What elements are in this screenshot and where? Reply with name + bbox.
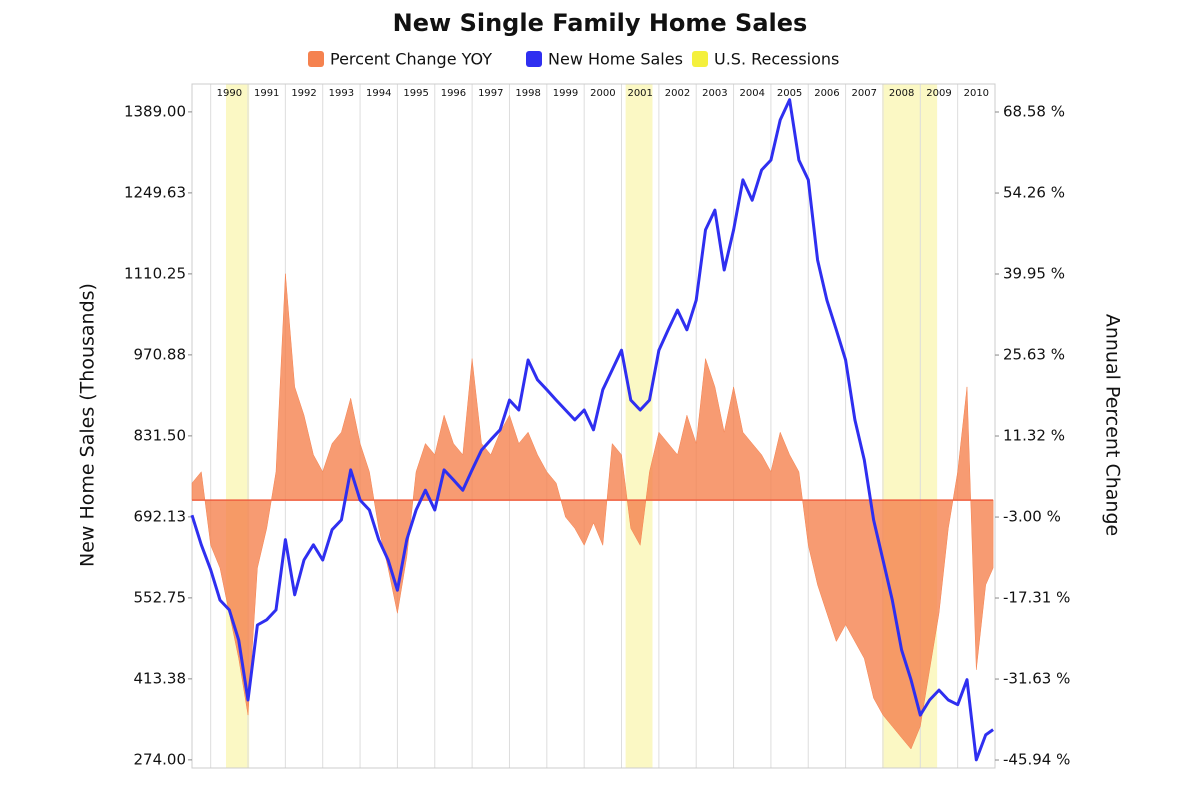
y-tick-label: 1249.63	[124, 183, 186, 201]
x-tick-label: 1996	[441, 88, 466, 99]
y2-tick-label: -45.94 %	[1003, 751, 1070, 769]
y2-tick-label: 25.63 %	[1003, 346, 1065, 364]
y2-tick-label: 11.32 %	[1003, 427, 1065, 445]
y2-tick-label: 54.26 %	[1003, 184, 1065, 202]
y2-tick-label: -17.31 %	[1003, 589, 1070, 607]
legend-label: Percent Change YOY	[330, 50, 492, 69]
y-axis-title: New Home Sales (Thousands)	[77, 283, 99, 567]
x-tick-label: 2006	[814, 88, 839, 99]
x-tick-label: 1994	[366, 88, 391, 99]
x-tick-label: 1991	[254, 88, 279, 99]
area	[191, 273, 994, 750]
x-tick-label: 2009	[926, 88, 951, 99]
legend-swatch	[308, 51, 324, 67]
x-tick-label: 2001	[627, 88, 652, 99]
x-tick-label: 1998	[515, 88, 540, 99]
x-tick-label: 1993	[329, 88, 354, 99]
x-tick-label: 2004	[740, 88, 765, 99]
y-tick-label: 970.88	[134, 345, 187, 363]
y2-tick-label: 68.58 %	[1003, 103, 1065, 121]
line	[190, 98, 994, 762]
x-tick-label: 1990	[217, 88, 242, 99]
x-tick-label: 1995	[403, 88, 428, 99]
legend-swatch	[692, 51, 708, 67]
chart-title: New Single Family Home Sales	[393, 9, 808, 37]
x-tick-label: 1992	[291, 88, 316, 99]
legend-label: New Home Sales	[548, 50, 683, 69]
x-tick-label: 2010	[964, 88, 989, 99]
legend-swatch	[526, 51, 542, 67]
x-tick-label: 2002	[665, 88, 690, 99]
y-tick-label: 413.38	[134, 669, 187, 687]
y-tick-label: 274.00	[134, 750, 187, 768]
x-tick-label: 2003	[702, 88, 727, 99]
legend-label: U.S. Recessions	[714, 50, 839, 69]
y-tick-label: 552.75	[134, 588, 187, 606]
y-tick-label: 692.13	[134, 507, 187, 525]
x-tick-label: 2007	[852, 88, 877, 99]
y-tick-label: 1110.25	[124, 264, 186, 282]
recession-band	[625, 84, 653, 768]
y-tick-label: 831.50	[134, 426, 187, 444]
x-tick-label: 1999	[553, 88, 578, 99]
y2-axis-title: Annual Percent Change	[1102, 314, 1124, 536]
y2-tick-label: 39.95 %	[1003, 265, 1065, 283]
plot-frame	[191, 83, 996, 769]
y2-tick-label: -3.00 %	[1003, 508, 1061, 526]
y2-tick-label: -31.63 %	[1003, 670, 1070, 688]
x-tick-label: 2008	[889, 88, 914, 99]
y-tick-label: 1389.00	[124, 102, 186, 120]
x-tick-label: 2000	[590, 88, 615, 99]
x-tick-label: 1997	[478, 88, 503, 99]
x-tick-label: 2005	[777, 88, 802, 99]
